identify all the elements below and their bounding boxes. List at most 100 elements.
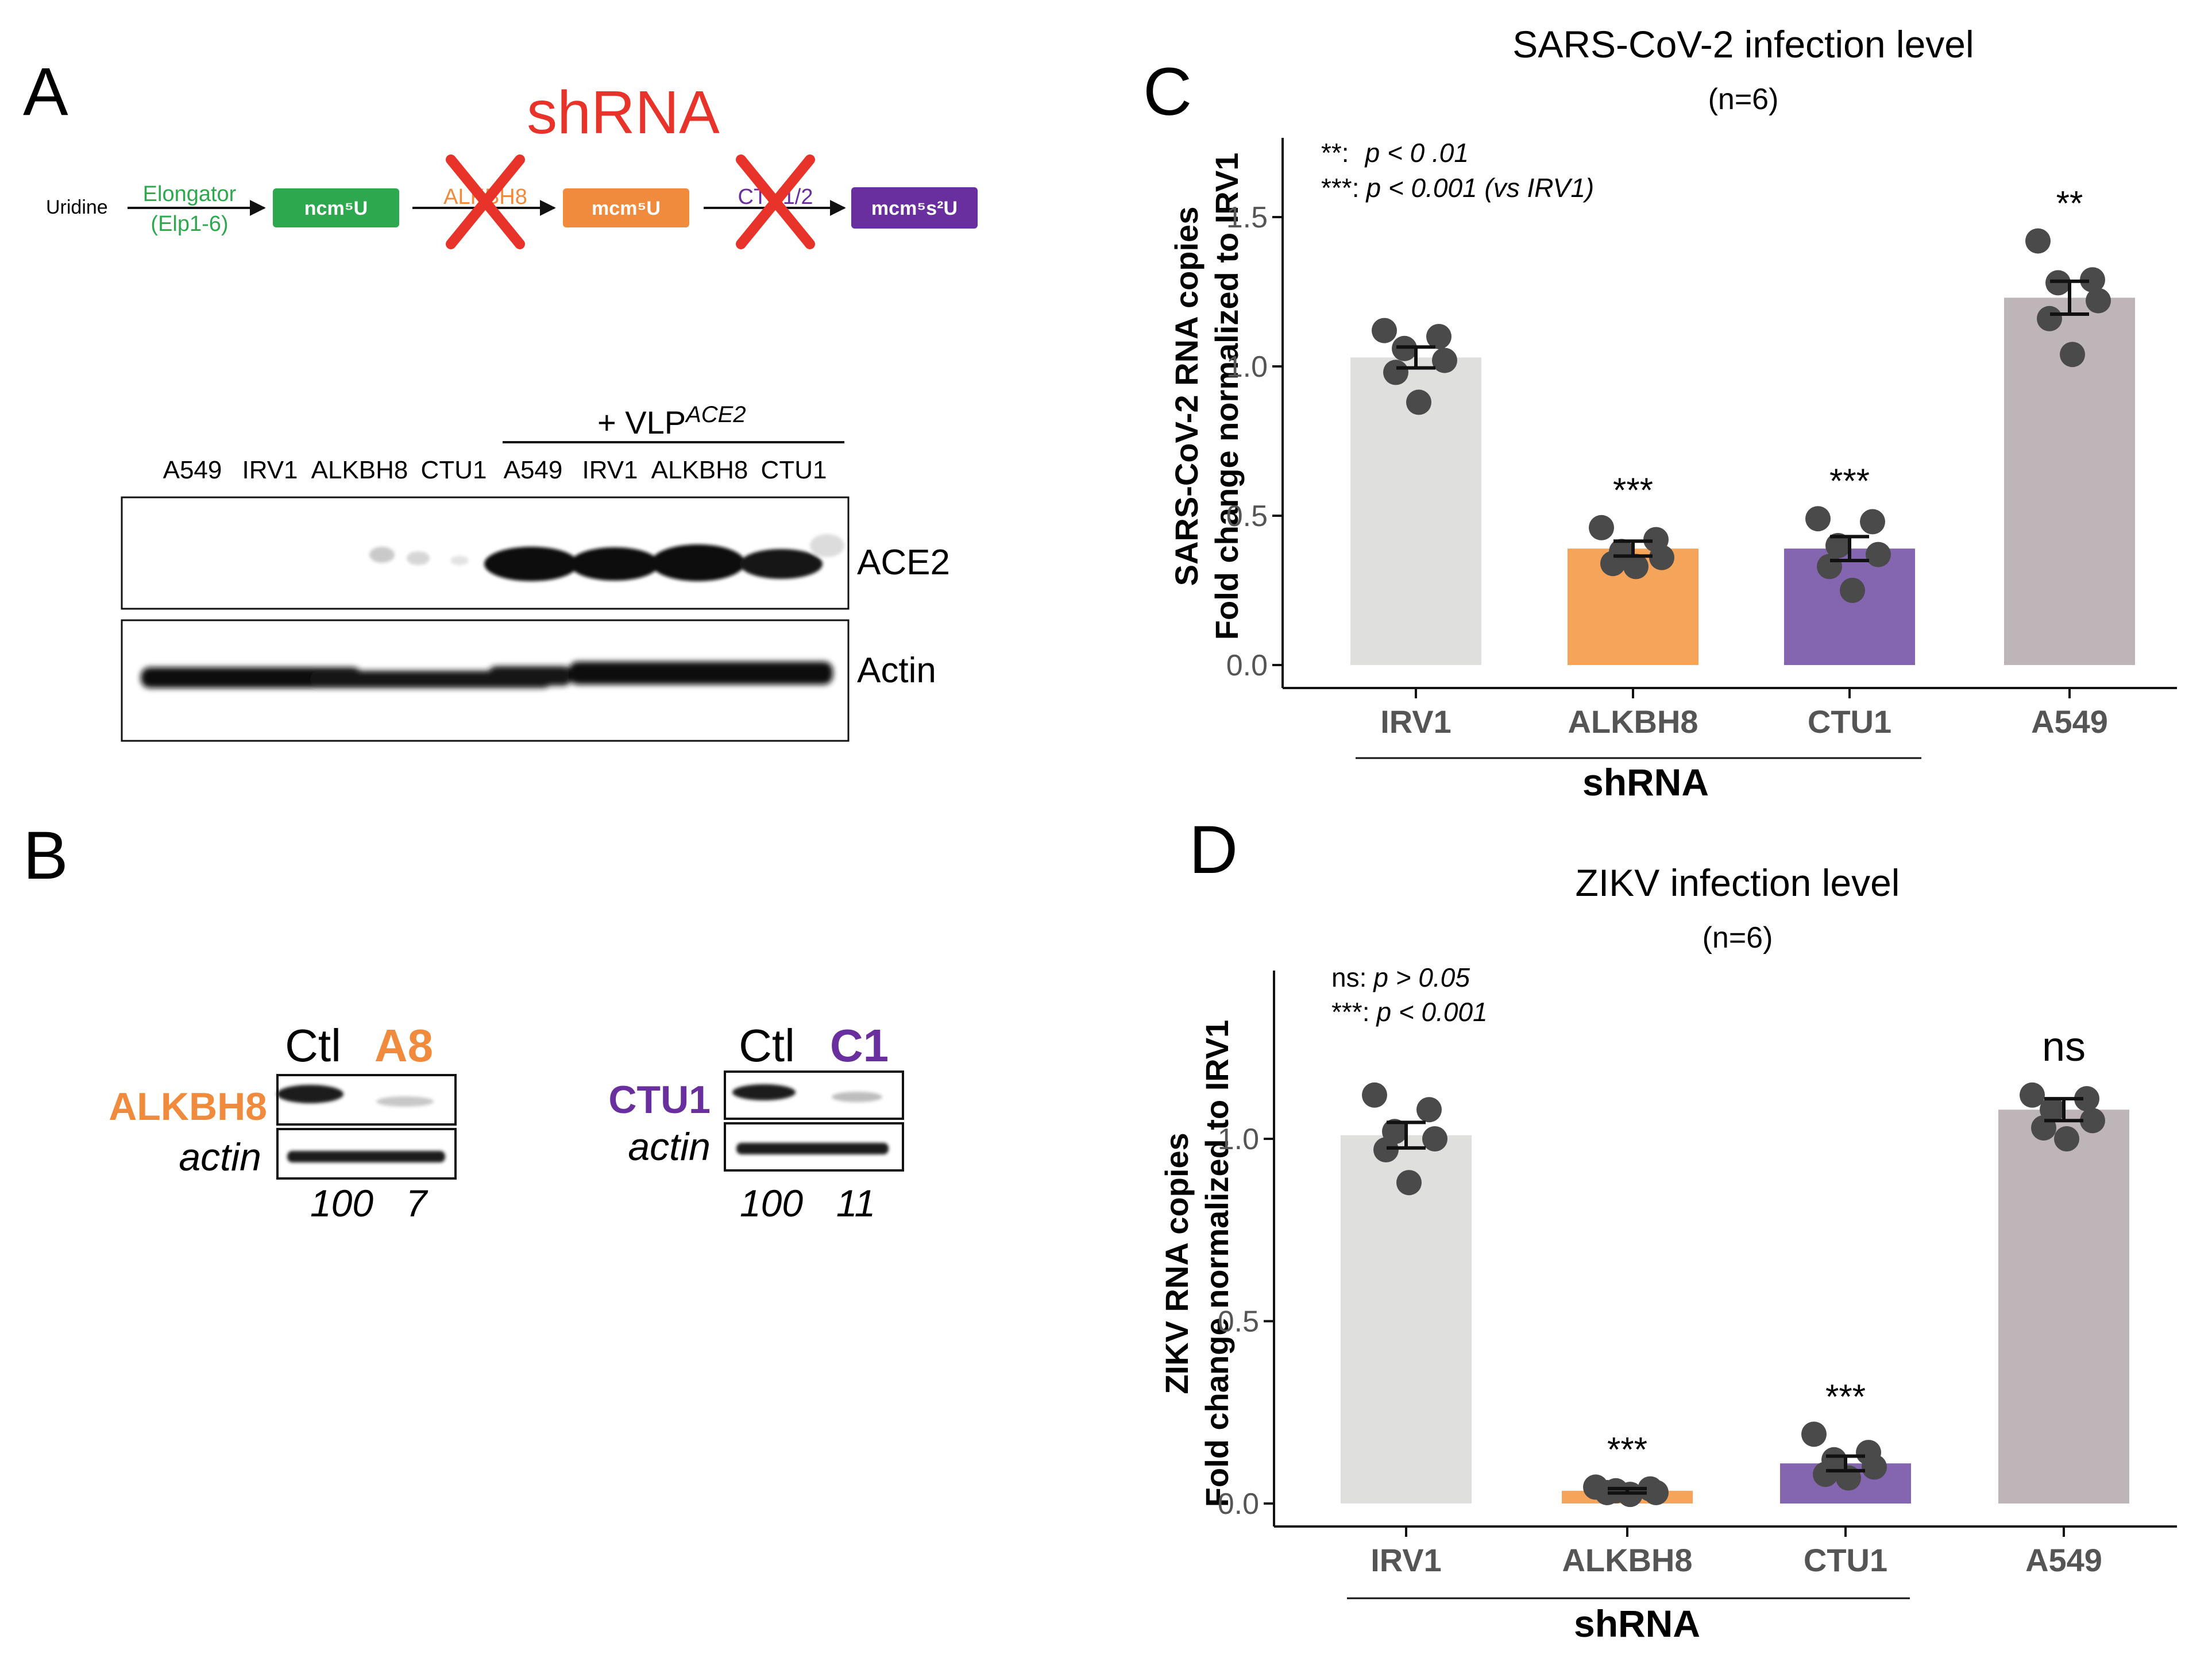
legend-text: p < 0.001 (vs IRV1) [1365, 173, 1594, 203]
mcm5u-box [563, 188, 689, 227]
lane-label: ALKBH8 [651, 456, 748, 484]
quant-kd: 11 [836, 1182, 876, 1224]
alkbh8-knockdown-cross [446, 154, 525, 249]
data-point [1426, 324, 1451, 349]
data-point [1589, 515, 1614, 540]
ace2-blot-frame [121, 496, 850, 610]
legend-symbol: ***: [1321, 173, 1359, 203]
y-tick-label: 1.0 [1226, 350, 1268, 384]
panel-label-d: D [1189, 812, 1238, 888]
western-blot-b-ctu1: Ctl C1 CTU1 actin 100 11 [608, 1020, 904, 1224]
zikv-chart: ZIKV infection level (n=6) ns: p > 0.05 *… [1159, 861, 2177, 1645]
data-point [1373, 1137, 1399, 1163]
legend-text: p < 0.001 [1375, 997, 1487, 1027]
x-tick-label: CTU1 [1808, 704, 1891, 740]
y-axis-title-line2: Fold change normalized to IRV1 [1199, 1020, 1235, 1507]
lane-label: A549 [163, 456, 222, 484]
data-point [1372, 318, 1397, 343]
y-tick-label: 0.0 [1226, 649, 1268, 682]
pathway-diagram: Uridine Elongator (Elp1-6) ncm⁵U ALKBH8 … [46, 154, 978, 249]
data-point [1805, 506, 1831, 532]
legend-symbol: ***: [1331, 997, 1369, 1027]
bar-irv1 [1341, 1135, 1472, 1504]
y-tick-label: 0.0 [1218, 1487, 1259, 1521]
data-point [1422, 1126, 1447, 1151]
chart-subtitle: (n=6) [1703, 921, 1773, 954]
chart-title: SARS-CoV-2 infection level [1512, 23, 1974, 65]
ace2-band-label: ACE2 [857, 543, 950, 582]
data-point [2060, 342, 2085, 368]
x-tick-label: A549 [2025, 1542, 2102, 1578]
data-point [2080, 267, 2105, 293]
x-tick-label: IRV1 [1371, 1542, 1441, 1578]
error-bar [1830, 535, 1869, 562]
data-point [1383, 360, 1408, 385]
ace2-bands [369, 534, 844, 581]
data-point [2074, 1086, 2099, 1112]
data-point [1817, 554, 1842, 579]
data-point [1362, 1082, 1387, 1108]
uridine-label: Uridine [46, 196, 108, 218]
x-tick-label: ALKBH8 [1568, 704, 1698, 740]
legend-line-2: ***: p < 0.001 [1331, 997, 1488, 1027]
error-bar [1613, 539, 1653, 558]
shrna-title: shRNA [527, 79, 720, 146]
legend-text: p > 0.05 [1372, 963, 1470, 992]
lane-label: ALKBH8 [311, 456, 408, 484]
legend-symbol: **: [1321, 138, 1349, 168]
significance-label: *** [1829, 462, 1870, 500]
data-point [1801, 1421, 1827, 1447]
actin-band-label: Actin [857, 651, 936, 690]
data-point [1825, 533, 1851, 558]
lane-label: IRV1 [242, 456, 298, 484]
data-point [1643, 1479, 1669, 1505]
protein-label-alkbh8: ALKBH8 [109, 1085, 267, 1128]
legend-line-2: ***: p < 0.001 (vs IRV1) [1321, 173, 1594, 203]
data-point [1866, 542, 1891, 567]
data-point [2025, 228, 2051, 254]
data-point [2054, 1126, 2079, 1151]
elongator-label: Elongator [143, 182, 237, 206]
y-tick-label: 0.5 [1218, 1305, 1259, 1339]
quant-ctl: 100 [740, 1182, 803, 1224]
bar-a549 [1998, 1110, 2129, 1504]
data-point [1813, 1462, 1838, 1487]
quant-kd: 7 [406, 1182, 428, 1224]
kd-label-c1: C1 [830, 1020, 889, 1071]
error-bar [1396, 345, 1435, 370]
chart-subtitle: (n=6) [1708, 83, 1779, 116]
error-bar [2050, 279, 2089, 316]
x-axis-title: shRNA [1574, 1602, 1700, 1645]
data-point [1416, 1097, 1442, 1123]
error-bar [1387, 1120, 1426, 1150]
ncm5u-box [273, 188, 399, 227]
lane-label: A549 [504, 456, 563, 484]
data-point [1623, 554, 1649, 579]
data-point [2080, 1108, 2105, 1134]
error-bar [1826, 1454, 1865, 1473]
ctu-knockdown-cross [736, 154, 815, 249]
ncm5u-label: ncm⁵U [304, 198, 368, 219]
sars-cov-2-chart: SARS-CoV-2 infection level (n=6) **: p < … [1168, 23, 2177, 803]
data-point [1432, 347, 1457, 373]
kd-label-a8: A8 [375, 1020, 433, 1071]
error-bar [1608, 1486, 1647, 1495]
y-tick-label: 1.5 [1226, 201, 1268, 234]
data-point [2037, 306, 2062, 331]
mcm5u-label: mcm⁵U [592, 198, 661, 219]
panel-label-a: A [23, 54, 68, 130]
legend-text: p < 0 .01 [1364, 138, 1469, 168]
mcm5s2u-box [851, 187, 978, 229]
panel-label-c: C [1143, 54, 1192, 130]
vlp-superscript: ACE2 [685, 402, 746, 427]
data-point [1595, 1479, 1620, 1505]
y-tick-label: 1.0 [1218, 1123, 1259, 1156]
vlp-header: + VLPACE2 [597, 402, 746, 440]
y-axis-title-line2: Fold change normalized to IRV1 [1209, 153, 1245, 640]
chart-title: ZIKV infection level [1576, 861, 1900, 904]
ctl-label: Ctl [739, 1020, 795, 1071]
significance-label: *** [1825, 1377, 1866, 1416]
data-point [1396, 1170, 1422, 1196]
